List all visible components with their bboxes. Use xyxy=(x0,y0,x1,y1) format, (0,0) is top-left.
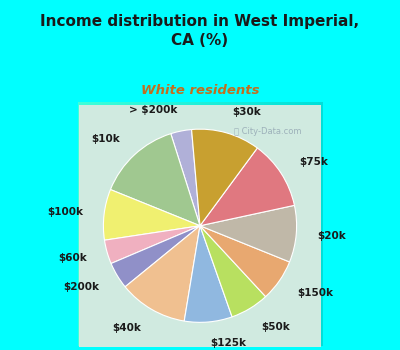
Wedge shape xyxy=(125,226,200,321)
FancyBboxPatch shape xyxy=(7,33,393,350)
Wedge shape xyxy=(184,226,232,322)
Text: $10k: $10k xyxy=(91,134,120,144)
Text: $40k: $40k xyxy=(112,323,141,333)
Wedge shape xyxy=(192,129,257,226)
Text: ⓘ City-Data.com: ⓘ City-Data.com xyxy=(234,127,301,136)
Wedge shape xyxy=(200,205,296,262)
Text: $30k: $30k xyxy=(232,107,261,117)
Wedge shape xyxy=(104,190,200,240)
Text: $60k: $60k xyxy=(58,253,87,263)
Wedge shape xyxy=(110,134,200,226)
Text: > $200k: > $200k xyxy=(128,105,177,115)
Wedge shape xyxy=(171,130,200,226)
Wedge shape xyxy=(200,226,290,297)
Text: $50k: $50k xyxy=(261,322,290,332)
Text: Income distribution in West Imperial,
CA (%): Income distribution in West Imperial, CA… xyxy=(40,14,360,48)
Text: $20k: $20k xyxy=(318,231,346,241)
Wedge shape xyxy=(200,148,294,226)
Wedge shape xyxy=(200,226,266,317)
Text: $125k: $125k xyxy=(210,338,246,348)
Wedge shape xyxy=(104,226,200,264)
Text: $75k: $75k xyxy=(299,157,328,167)
Text: $150k: $150k xyxy=(297,288,333,298)
Wedge shape xyxy=(111,226,200,287)
Text: White residents: White residents xyxy=(141,84,259,97)
Text: $100k: $100k xyxy=(47,207,83,217)
Text: $200k: $200k xyxy=(63,282,99,292)
